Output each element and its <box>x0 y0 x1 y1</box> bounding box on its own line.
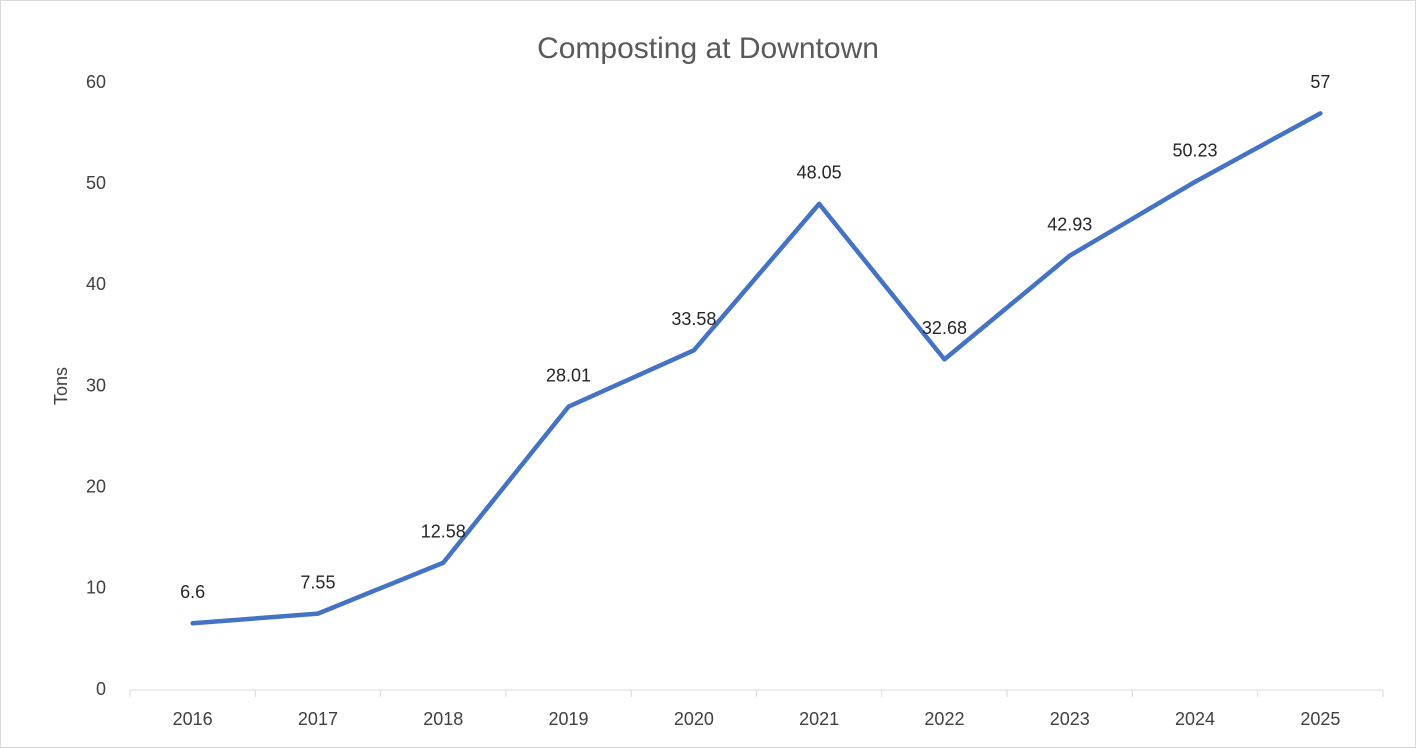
y-tick-label: 0 <box>96 679 106 699</box>
x-tick-label: 2024 <box>1175 709 1215 729</box>
y-tick-label: 10 <box>86 578 106 598</box>
y-tick-label: 60 <box>86 72 106 92</box>
y-axis-label: Tons <box>51 367 71 405</box>
data-label: 6.6 <box>180 582 205 602</box>
data-label: 7.55 <box>300 572 335 592</box>
x-tick-label: 2017 <box>298 709 338 729</box>
chart-title: Composting at Downtown <box>537 32 879 65</box>
data-label: 57 <box>1310 72 1330 92</box>
y-tick-label: 20 <box>86 476 106 496</box>
y-tick-label: 40 <box>86 274 106 294</box>
x-tick-label: 2018 <box>423 709 463 729</box>
data-label: 42.93 <box>1047 214 1092 234</box>
data-label: 33.58 <box>671 309 716 329</box>
y-tick-label: 50 <box>86 173 106 193</box>
y-tick-label: 30 <box>86 375 106 395</box>
line-series <box>190 111 1323 626</box>
data-label: 12.58 <box>421 521 466 541</box>
x-tick-label: 2022 <box>924 709 964 729</box>
x-tick-label: 2016 <box>173 709 213 729</box>
data-label: 48.05 <box>797 163 842 183</box>
data-label: 28.01 <box>546 365 591 385</box>
x-tick-label: 2021 <box>799 709 839 729</box>
data-label: 32.68 <box>922 318 967 338</box>
x-tick-label: 2020 <box>674 709 714 729</box>
x-tick-label: 2025 <box>1300 709 1340 729</box>
data-label: 50.23 <box>1173 141 1218 161</box>
x-tick-label: 2023 <box>1050 709 1090 729</box>
x-tick-label: 2019 <box>549 709 589 729</box>
